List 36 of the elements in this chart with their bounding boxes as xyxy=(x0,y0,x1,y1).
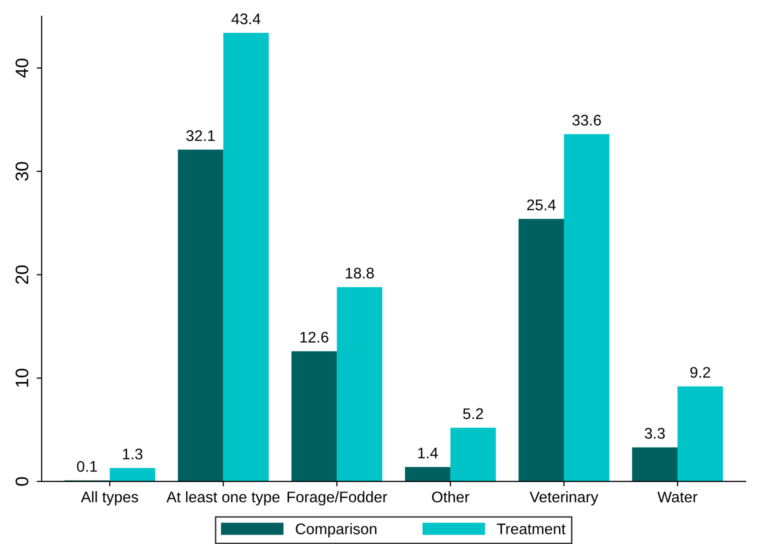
data-label: 1.4 xyxy=(418,448,438,458)
data-label: 33.6 xyxy=(572,114,601,126)
bar xyxy=(291,351,337,482)
data-label: 18.8 xyxy=(346,268,374,279)
x-tick-label: Forage/Fodder xyxy=(288,491,388,506)
bar xyxy=(110,468,156,482)
y-tick-label: 30 xyxy=(16,162,28,181)
data-label: 25.4 xyxy=(527,200,556,210)
bar xyxy=(336,287,382,482)
bar xyxy=(178,150,224,482)
bar xyxy=(678,386,723,482)
data-label: 0.1 xyxy=(77,461,97,472)
legend-label: Comparison xyxy=(296,523,376,538)
y-tick-label: 40 xyxy=(16,58,28,78)
y-tick-label: 20 xyxy=(16,265,28,284)
bar xyxy=(450,428,496,482)
bar xyxy=(404,466,450,482)
x-tick-label: All types xyxy=(80,491,138,506)
bar xyxy=(223,32,269,482)
data-label: 3.3 xyxy=(644,428,665,439)
x-tick-label: Other xyxy=(432,491,470,502)
legend-label: Treatment xyxy=(496,524,566,534)
data-label: 5.2 xyxy=(463,408,483,420)
x-tick-label: Veterinary xyxy=(530,491,598,506)
bar xyxy=(632,447,678,482)
y-tick-label: 10 xyxy=(16,368,28,387)
data-label: 1.3 xyxy=(123,448,142,460)
x-tick-label: Water xyxy=(657,492,698,502)
data-label: 32.1 xyxy=(186,130,215,142)
data-label: 9.2 xyxy=(690,366,710,378)
bar xyxy=(564,134,610,482)
data-label: 12.6 xyxy=(300,332,328,343)
bar xyxy=(518,218,564,482)
y-tick-label: 0 xyxy=(16,477,28,486)
x-tick-label: At least one type xyxy=(166,491,280,506)
data-label: 43.4 xyxy=(232,13,260,24)
